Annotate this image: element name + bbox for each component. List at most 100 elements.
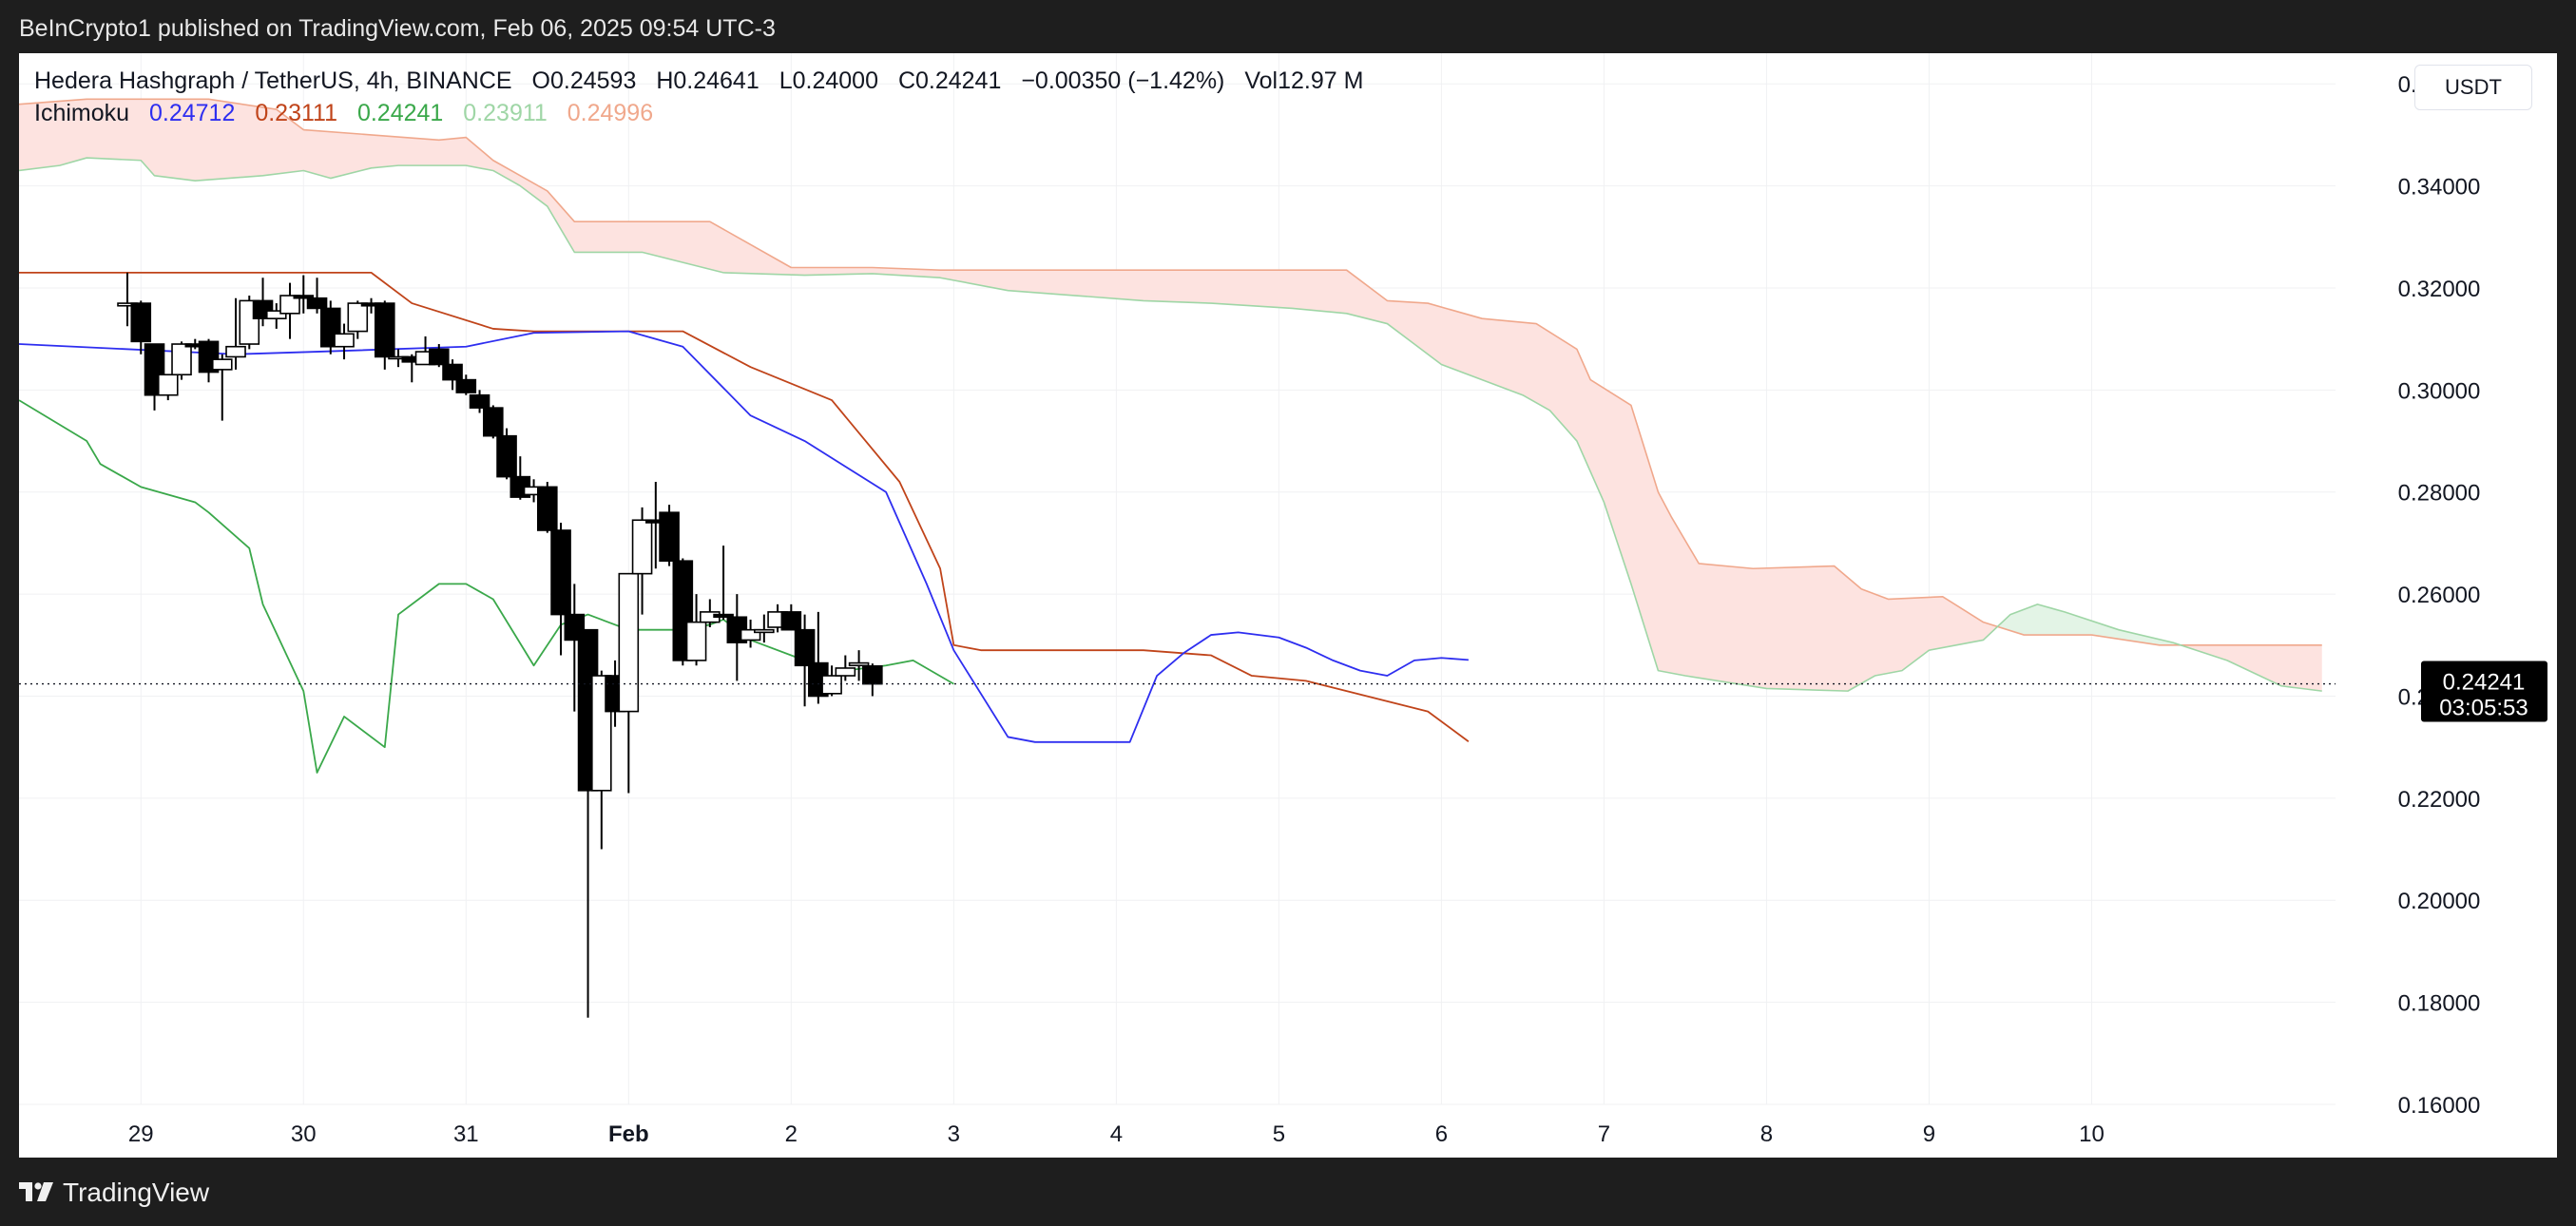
candle-body-up xyxy=(835,667,856,677)
candle-body-down xyxy=(293,295,315,299)
close-label: C xyxy=(897,67,915,94)
candle xyxy=(740,619,761,648)
y-axis: 0.160000.180000.200000.220000.240000.260… xyxy=(2398,72,2481,1119)
tradingview-logo[interactable]: TradingView xyxy=(19,1178,209,1208)
senkou-span-a-line xyxy=(19,157,2322,692)
candle-body-up xyxy=(618,572,640,713)
candle xyxy=(848,650,870,681)
candle xyxy=(754,614,775,643)
price-tag-countdown: 03:05:53 xyxy=(2439,696,2528,721)
candle-body-down xyxy=(794,628,816,667)
ichimoku-span-b-value: 0.24996 xyxy=(567,100,654,126)
candle-body-up xyxy=(171,343,192,376)
candle xyxy=(659,505,680,566)
low-value: 0.24000 xyxy=(792,67,878,94)
ichimoku-base-value: 0.23111 xyxy=(255,100,337,126)
candle xyxy=(821,665,842,697)
candle xyxy=(618,572,640,794)
candle-body-up xyxy=(265,310,287,319)
candle-body-down xyxy=(130,302,152,343)
candle-body-down xyxy=(713,613,734,619)
candle-body-down xyxy=(862,665,883,685)
x-tick-label: 4 xyxy=(1110,1121,1123,1147)
y-tick-label: 0.30000 xyxy=(2398,378,2481,404)
x-tick-label: 6 xyxy=(1435,1121,1448,1147)
candle xyxy=(794,614,816,707)
y-tick-label: 0.32000 xyxy=(2398,277,2481,302)
candle-body-up xyxy=(279,295,300,315)
tradingview-logo-icon xyxy=(19,1182,53,1201)
open-value: 0.24593 xyxy=(549,67,637,94)
publisher-header: BeInCrypto1 published on TradingView.com… xyxy=(0,0,2576,53)
x-tick-label: 5 xyxy=(1273,1121,1285,1147)
candle-body-up xyxy=(685,621,707,661)
candle xyxy=(293,275,315,314)
candle-body-up xyxy=(347,302,369,333)
ohlc-legend-row: Hedera Hashgraph / TetherUS, 4h, BINANCE… xyxy=(34,65,1363,97)
candle xyxy=(550,522,571,656)
candle-body-down xyxy=(442,363,463,381)
y-tick-label: 0.26000 xyxy=(2398,583,2481,608)
candle-body-up xyxy=(821,675,842,695)
candle xyxy=(496,428,517,480)
candle xyxy=(334,323,355,360)
y-tick-label: 0.16000 xyxy=(2398,1093,2481,1119)
candle-body-up xyxy=(848,661,870,667)
tradingview-brand: TradingView xyxy=(63,1178,210,1207)
candle xyxy=(455,374,477,395)
candle xyxy=(306,278,328,314)
chart-panel[interactable]: 0.16000 0.18000 0.20000 0.22000 0.24000 0.260… xyxy=(19,53,2557,1158)
cloud-bullish-fill xyxy=(2000,603,2183,646)
price-chart[interactable]: 0.16000 0.18000 0.20000 0.22000 0.24000 0.260… xyxy=(19,53,2557,1158)
candle-body-down xyxy=(374,302,395,358)
x-tick-label: 9 xyxy=(1923,1121,1935,1147)
x-tick-label: 2 xyxy=(785,1121,798,1147)
volume-value: 12.97 M xyxy=(1278,67,1364,94)
candle-body-up xyxy=(631,519,653,575)
y-tick-label: 0.28000 xyxy=(2398,481,2481,507)
chart-legend: Hedera Hashgraph / TetherUS, 4h, BINANCE… xyxy=(34,65,1363,129)
candle xyxy=(442,359,463,391)
conversion-line xyxy=(19,330,1469,743)
low-label: L xyxy=(779,67,793,94)
lagging-span-line xyxy=(19,399,954,774)
candle xyxy=(713,546,734,620)
price-tag-value: 0.24241 xyxy=(2443,670,2526,696)
candle-body-down xyxy=(537,486,558,531)
ichimoku-label[interactable]: Ichimoku xyxy=(34,100,130,126)
currency-button[interactable]: USDT xyxy=(2414,65,2532,110)
candle-body-down xyxy=(483,407,504,437)
candle xyxy=(157,374,179,401)
symbol-label[interactable]: Hedera Hashgraph / TetherUS, 4h, BINANCE xyxy=(34,67,512,94)
price-tag-bg xyxy=(2421,661,2547,722)
footer: TradingView xyxy=(0,1158,2576,1226)
candle-body-up xyxy=(740,628,761,642)
x-tick-label: 31 xyxy=(453,1121,479,1147)
candle-body-down xyxy=(550,529,571,616)
senkou-span-b-line xyxy=(19,98,2322,646)
candles xyxy=(117,272,883,1018)
y-tick-label: 0.20000 xyxy=(2398,889,2481,914)
ichimoku-lagging-value: 0.24241 xyxy=(356,100,444,126)
y-tick-label: 0.18000 xyxy=(2398,991,2481,1017)
candle xyxy=(374,300,395,370)
x-tick-label: 29 xyxy=(128,1121,154,1147)
candle xyxy=(347,300,369,339)
candle xyxy=(171,341,192,380)
candle-body-down xyxy=(659,511,680,563)
base-line xyxy=(19,271,1470,742)
candle-body-up xyxy=(211,358,233,371)
high-value: 0.24641 xyxy=(673,67,759,94)
x-tick-label: 8 xyxy=(1760,1121,1773,1147)
close-value: 0.24241 xyxy=(915,67,1002,94)
x-tick-label: 7 xyxy=(1598,1121,1610,1147)
ichimoku-span-a-value: 0.23911 xyxy=(463,100,548,126)
cloud-bearish-fill xyxy=(19,99,2001,692)
plot-area xyxy=(19,98,2322,1018)
candle-body-down xyxy=(469,393,490,409)
x-axis: 29 30 31 Feb 2 3 4 5 6 7 8 9 10 xyxy=(128,1121,2105,1147)
grid xyxy=(19,53,2336,1105)
candle xyxy=(631,507,653,615)
candle xyxy=(483,405,504,439)
